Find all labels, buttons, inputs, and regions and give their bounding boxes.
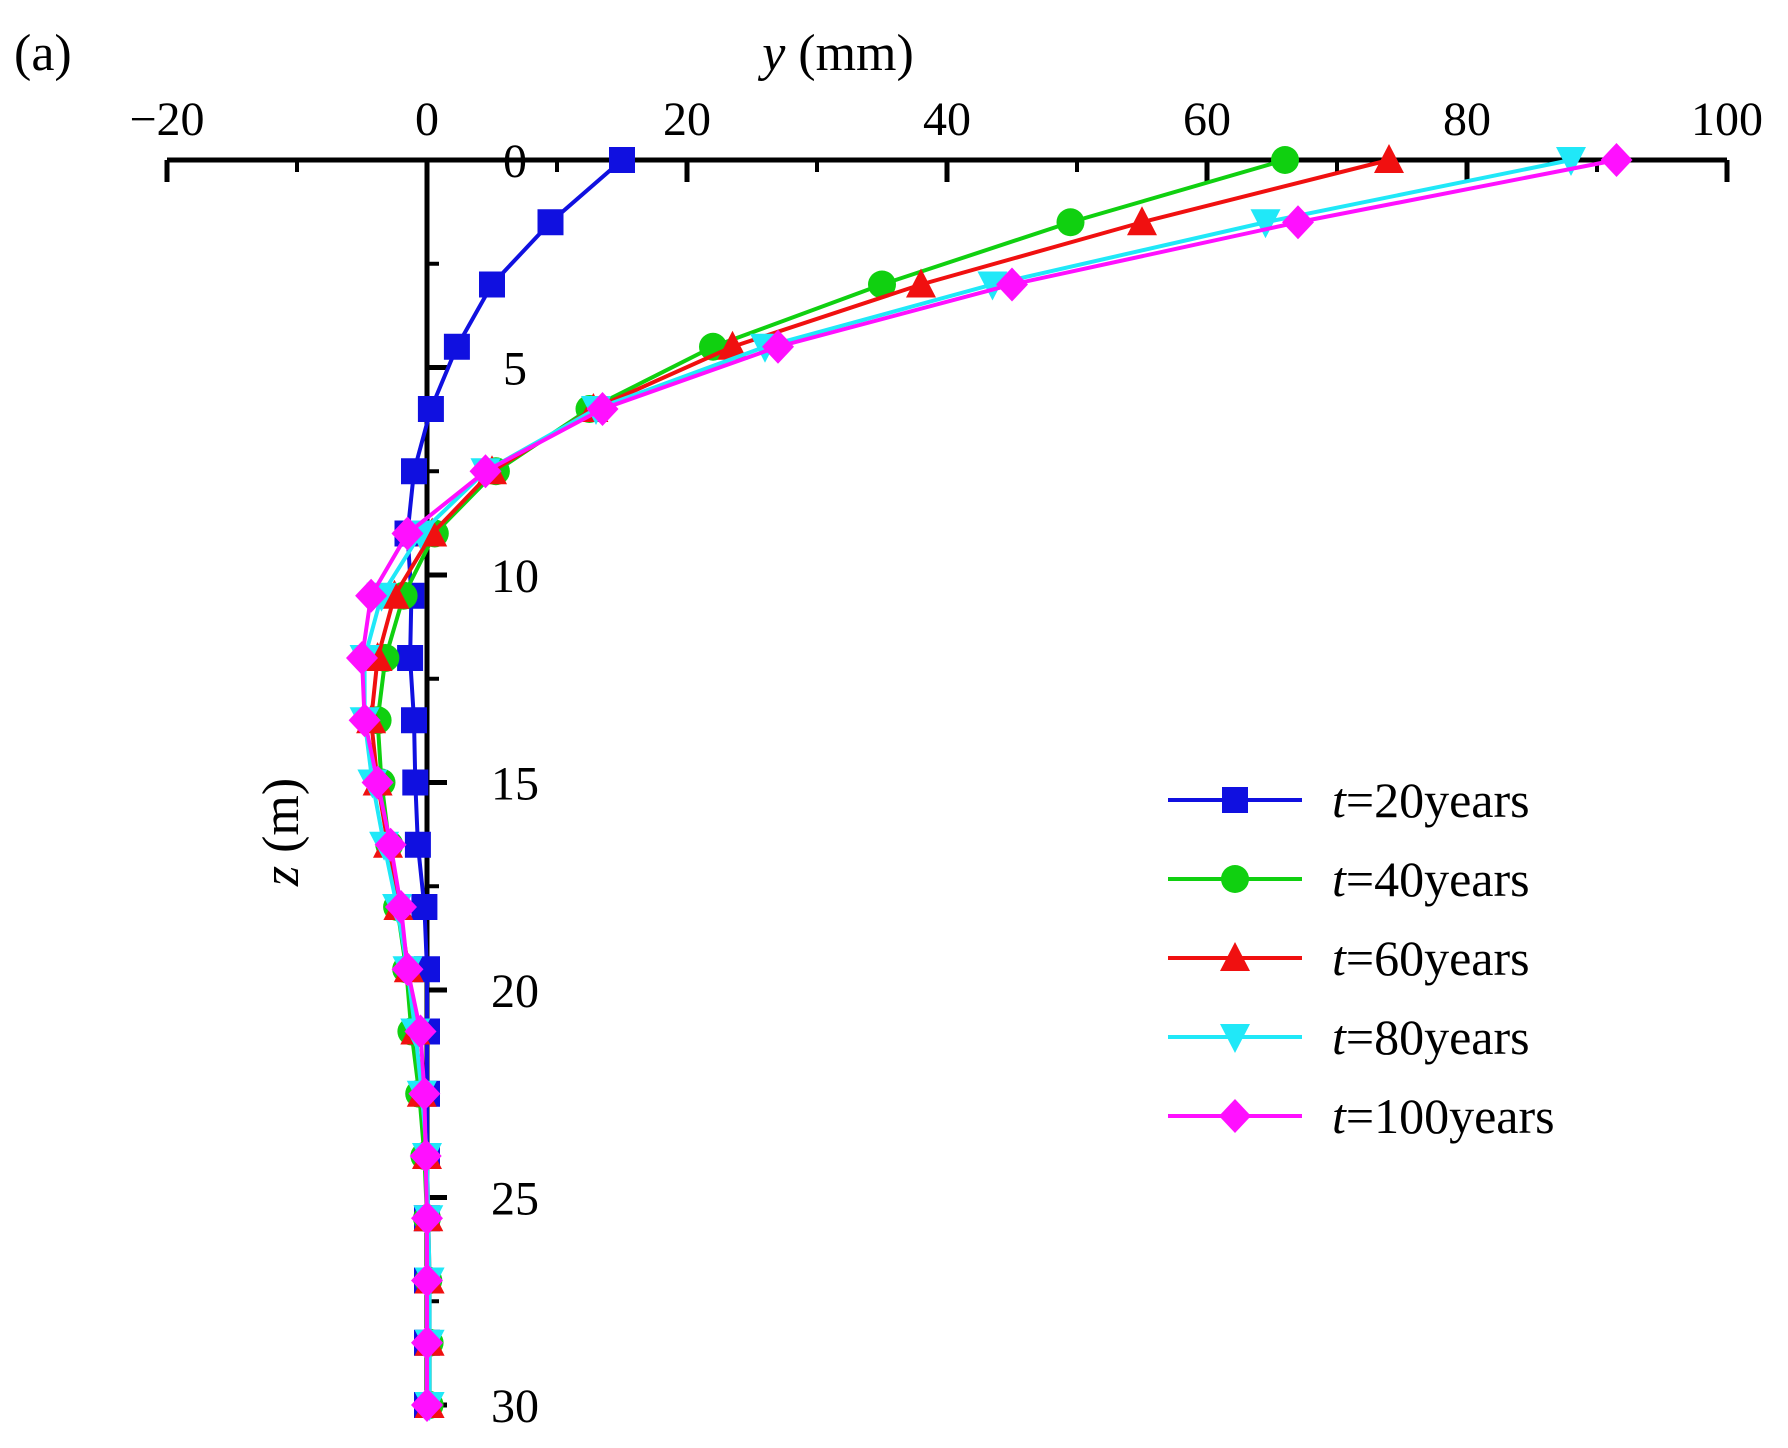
legend: t=20years t=40years t=60years t=80years t=10… xyxy=(1168,772,1555,1144)
data-point xyxy=(762,329,794,364)
x-tick-label: −20 xyxy=(129,93,204,146)
data-point xyxy=(404,831,431,858)
y-tick-label: 25 xyxy=(491,1173,539,1226)
legend-marker xyxy=(1219,1099,1251,1133)
legend-label: t=20years xyxy=(1332,772,1530,828)
y-tick-label: 0 xyxy=(503,135,527,188)
data-point xyxy=(1127,206,1157,236)
data-point xyxy=(1282,205,1314,240)
legend-item: t=80years xyxy=(1168,1009,1530,1065)
legend-label: t=80years xyxy=(1332,1009,1530,1065)
data-point xyxy=(1271,146,1299,174)
data-point xyxy=(537,209,564,236)
data-point xyxy=(1374,144,1404,173)
legend-marker xyxy=(1221,865,1249,893)
y-tick-label: 30 xyxy=(491,1380,539,1433)
data-point xyxy=(385,890,417,924)
data-point xyxy=(1600,143,1633,177)
data-point xyxy=(609,147,635,173)
legend-label: t=40years xyxy=(1332,851,1530,907)
x-tick-label: 20 xyxy=(663,93,711,146)
x-axis-title: y (mm) xyxy=(757,25,914,82)
x-tick-label: 60 xyxy=(1183,93,1231,146)
data-point xyxy=(401,458,427,485)
x-tick-label: 40 xyxy=(923,93,971,146)
data-point xyxy=(469,454,502,489)
data-point xyxy=(409,1139,442,1173)
x-axis: −20 0 20 40 60 80 100 xyxy=(129,93,1763,182)
y-axis-title: z (m) xyxy=(253,778,310,887)
data-point xyxy=(397,645,424,671)
legend-label: t=100years xyxy=(1332,1088,1555,1144)
data-point xyxy=(404,1014,437,1049)
data-point xyxy=(408,1076,441,1111)
svg-text:z (m): z (m) xyxy=(253,778,310,887)
data-point xyxy=(411,1263,443,1298)
legend-marker xyxy=(1222,787,1248,813)
data-point xyxy=(1556,147,1586,176)
data-point xyxy=(402,769,429,796)
data-point xyxy=(586,392,619,426)
plot-series xyxy=(346,143,1633,1422)
data-point xyxy=(977,271,1008,301)
legend-item: t=60years xyxy=(1168,930,1530,986)
data-point xyxy=(479,271,505,298)
data-point xyxy=(411,1388,443,1422)
data-point xyxy=(355,578,388,613)
legend-marker xyxy=(1220,1024,1250,1053)
legend-label: t=60years xyxy=(1332,930,1530,986)
data-point xyxy=(346,641,378,675)
x-tick-label: 80 xyxy=(1443,93,1491,146)
legend-item: t=100years xyxy=(1168,1088,1555,1144)
legend-item: t=40years xyxy=(1168,851,1530,907)
data-point xyxy=(717,330,748,360)
data-point xyxy=(401,707,427,734)
data-point xyxy=(374,827,407,862)
data-point xyxy=(417,396,444,422)
data-point xyxy=(391,516,424,551)
x-tick-label: 0 xyxy=(415,93,439,146)
data-point xyxy=(391,952,424,987)
y-tick-label: 5 xyxy=(503,343,527,396)
y-tick-label: 15 xyxy=(491,758,539,811)
data-point xyxy=(411,1201,443,1236)
data-point xyxy=(361,765,394,800)
data-point xyxy=(443,333,470,360)
y-axis: 0 5 10 15 20 25 30 xyxy=(424,135,539,1433)
data-point xyxy=(411,1325,443,1360)
y-tick-label: 10 xyxy=(491,550,539,603)
data-point xyxy=(1056,208,1085,237)
data-point xyxy=(996,267,1028,302)
legend-item: t=20years xyxy=(1168,772,1530,828)
y-tick-label: 20 xyxy=(491,965,539,1018)
panel-label: (a) xyxy=(14,25,72,82)
data-point xyxy=(1250,209,1281,239)
data-point xyxy=(906,268,936,298)
legend-marker xyxy=(1220,942,1250,971)
series-100years xyxy=(346,143,1633,1422)
x-tick-label: 100 xyxy=(1691,93,1763,146)
data-point xyxy=(379,579,410,609)
data-point xyxy=(348,703,381,738)
data-point xyxy=(868,270,896,299)
